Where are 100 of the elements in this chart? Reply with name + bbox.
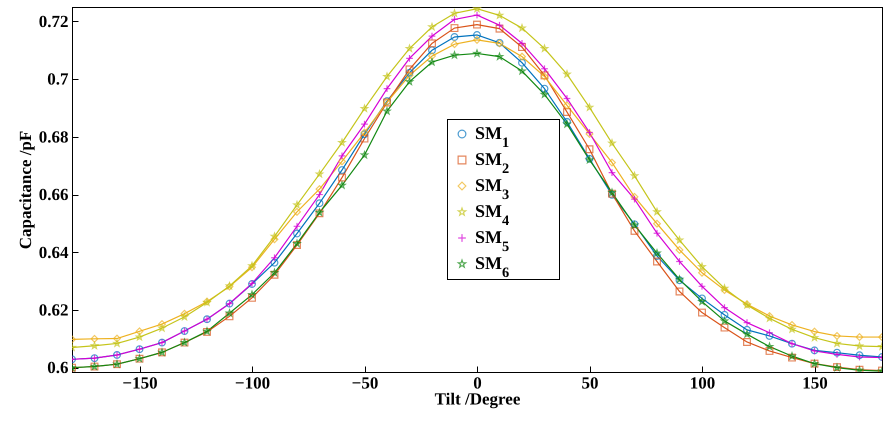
legend-label: SM$_{3}$	[475, 175, 510, 203]
point	[720, 310, 728, 319]
point	[743, 338, 751, 346]
point	[316, 190, 324, 199]
point	[563, 70, 571, 78]
point	[540, 84, 548, 93]
legend-label: SM$_{6}$	[475, 253, 510, 281]
point	[563, 101, 571, 110]
y-tick-label: 0.72	[38, 12, 68, 31]
point	[180, 312, 188, 320]
point	[608, 158, 616, 166]
point	[428, 46, 436, 54]
y-tick-label: 0.64	[38, 242, 69, 262]
point	[450, 9, 458, 17]
point	[676, 246, 684, 254]
point	[496, 52, 504, 60]
point	[248, 290, 256, 298]
point	[608, 168, 616, 177]
point	[540, 44, 548, 52]
point	[563, 94, 571, 102]
point	[676, 258, 684, 266]
point	[338, 157, 346, 166]
point	[113, 339, 121, 347]
legend-label: SM$_{5}$	[475, 227, 510, 255]
y-tick-label: 0.62	[38, 300, 68, 320]
point	[360, 151, 368, 158]
point	[406, 65, 414, 74]
point	[720, 284, 728, 292]
point	[473, 11, 481, 20]
point	[518, 39, 526, 48]
point	[788, 352, 796, 360]
point	[338, 181, 346, 189]
point	[270, 232, 278, 240]
legend-label: SM$_{2}$	[475, 149, 510, 177]
point	[428, 39, 436, 48]
point	[743, 330, 751, 338]
point	[406, 78, 414, 86]
point	[406, 54, 414, 62]
point	[293, 230, 301, 238]
point	[270, 254, 278, 262]
point	[90, 334, 98, 343]
point	[698, 294, 706, 302]
point	[810, 328, 818, 336]
x-axis-title: Tilt /Degree	[434, 390, 521, 408]
point	[450, 40, 458, 48]
point	[766, 346, 774, 355]
point	[450, 24, 458, 32]
point	[833, 332, 841, 340]
point	[856, 333, 864, 342]
point	[563, 120, 571, 128]
point	[428, 32, 436, 40]
point	[450, 15, 458, 24]
point	[473, 31, 481, 39]
y-tick-label: 0.66	[38, 185, 68, 204]
point	[720, 286, 728, 294]
x-tick-label: 100	[690, 374, 716, 392]
point	[788, 321, 796, 329]
point	[113, 334, 121, 342]
point	[518, 43, 526, 52]
point	[338, 166, 346, 174]
x-tick-label: −100	[234, 374, 270, 392]
x-tick-label: −150	[122, 374, 158, 392]
point	[270, 235, 278, 244]
point	[270, 268, 278, 276]
point	[428, 58, 436, 66]
y-tick-label: 0.7	[47, 70, 69, 89]
point	[473, 36, 481, 44]
point	[383, 72, 391, 80]
point	[563, 118, 571, 126]
point	[810, 334, 818, 341]
point	[630, 172, 638, 180]
point	[720, 316, 728, 324]
point	[226, 309, 234, 316]
point	[653, 220, 661, 228]
point	[316, 185, 324, 194]
point	[293, 222, 301, 230]
point	[450, 33, 458, 41]
y-axis-title: Capacitance /pF	[16, 130, 35, 250]
point	[766, 342, 774, 350]
point	[788, 325, 796, 333]
point	[293, 200, 301, 208]
point	[743, 326, 751, 334]
point	[406, 71, 414, 80]
point	[698, 308, 706, 317]
point	[788, 354, 796, 362]
point	[630, 226, 638, 235]
point	[563, 108, 571, 116]
point	[676, 288, 684, 296]
point	[698, 298, 706, 305]
point	[586, 145, 594, 154]
point	[743, 318, 751, 327]
point	[158, 324, 166, 332]
point	[653, 258, 661, 266]
point	[360, 104, 368, 112]
point	[316, 199, 324, 208]
y-tick-label: 0.6	[47, 358, 68, 378]
point	[540, 90, 548, 98]
point	[406, 44, 414, 52]
point	[316, 170, 324, 178]
point	[383, 107, 391, 114]
